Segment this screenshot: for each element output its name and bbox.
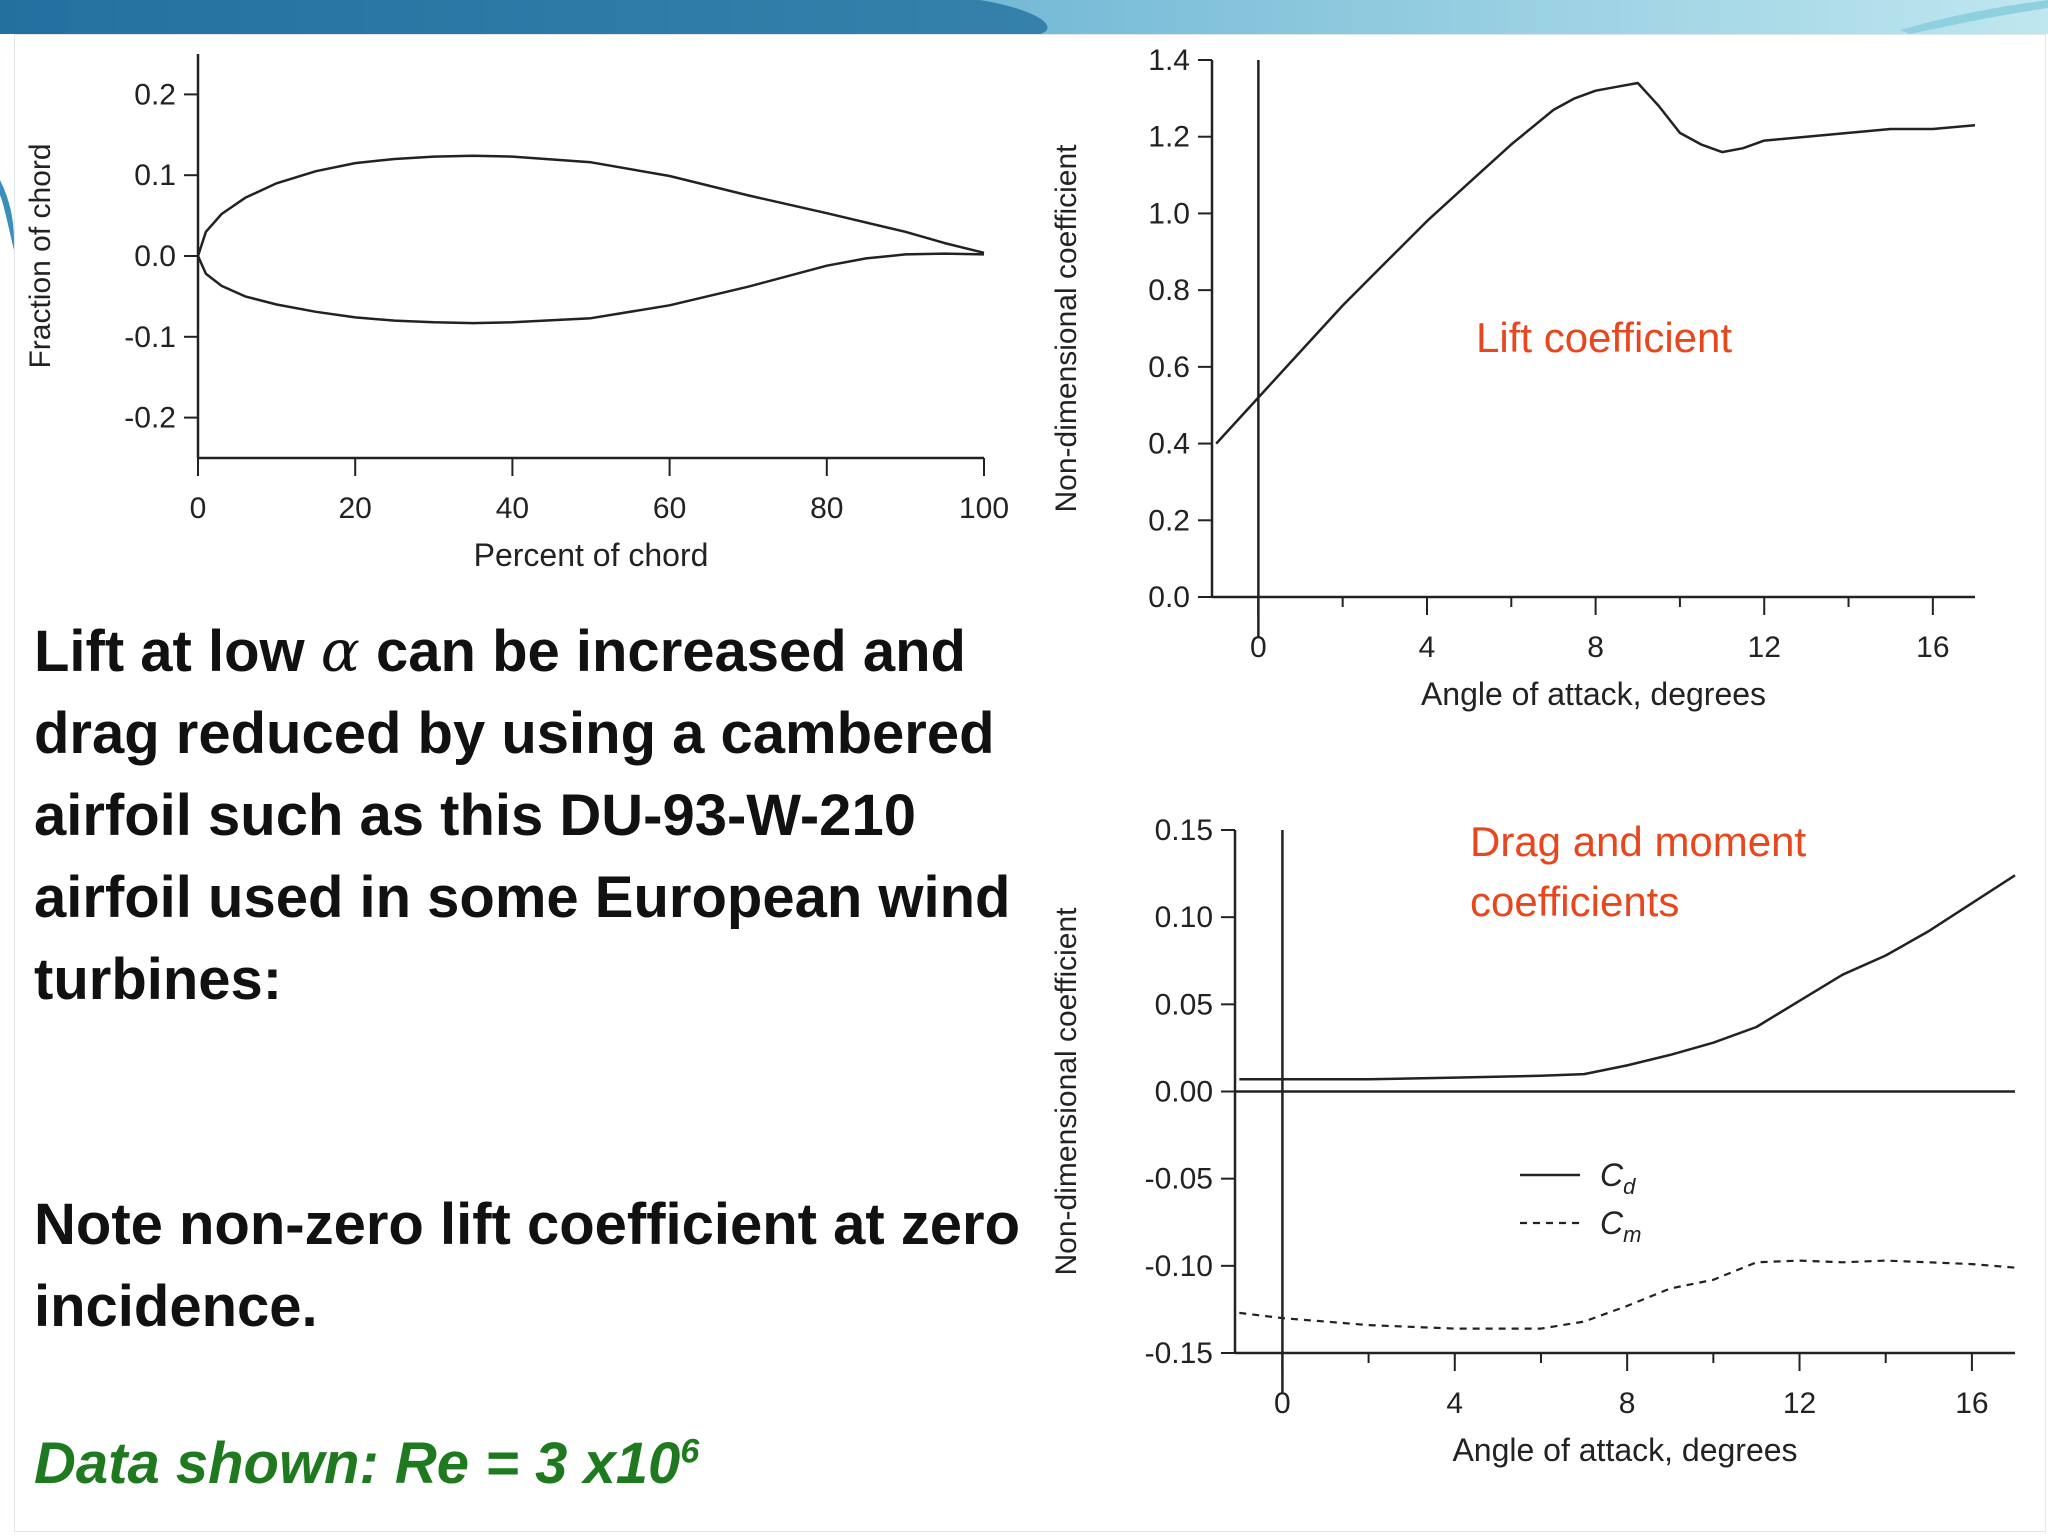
x-axis-label: Percent of chord: [474, 537, 709, 573]
data-note: Data shown: Re = 3 x106: [34, 1430, 1034, 1497]
x-tick-label: 80: [810, 492, 843, 525]
chart-annotation-line: Drag and moment: [1470, 818, 1806, 865]
legend-label-subscript: d: [1623, 1174, 1636, 1199]
legend-label-symbol: C: [1600, 1205, 1624, 1241]
alpha-symbol: α: [320, 617, 360, 685]
x-tick-label: 100: [959, 492, 1009, 525]
corner-swoosh: [1900, 0, 2048, 34]
y-tick-label: 0.2: [134, 78, 176, 111]
x-tick-label: 20: [339, 492, 372, 525]
y-axis-label: Fraction of chord: [24, 143, 57, 368]
x-tick-label: 0: [1274, 1387, 1291, 1420]
data-note-text: Data shown: Re = 3 x10: [34, 1431, 681, 1496]
y-tick-label: -0.2: [124, 402, 176, 435]
chart-annotation-line: coefficients: [1470, 878, 1679, 925]
y-tick-label: -0.15: [1145, 1337, 1213, 1370]
y-tick-label: 0.15: [1155, 814, 1213, 847]
chart-annotation-line: Lift coefficient: [1476, 314, 1732, 361]
paragraph1-before: Lift at low: [34, 619, 321, 684]
y-tick-label: 0.0: [1148, 581, 1190, 614]
drag-moment-chart: 0.15 0.10 0.05 0.00 -0.05 -0.10 -0.15 0 4 8 12 16 An…: [1050, 814, 2016, 1468]
x-tick-label: 12: [1748, 631, 1781, 664]
body-paragraph-1: Lift at low α can be increased and drag …: [34, 610, 1034, 1021]
x-tick-label: 60: [653, 492, 686, 525]
series-line-c-d: [1239, 874, 2016, 1081]
y-tick-label: 1.4: [1148, 44, 1190, 77]
y-tick-label: 0.6: [1148, 351, 1190, 384]
x-axis-label: Angle of attack, degrees: [1421, 676, 1766, 712]
series-line-2: [196, 252, 985, 325]
y-tick-label: 0.4: [1148, 428, 1190, 461]
series-line-1: [1215, 81, 1976, 445]
x-axis-label: Angle of attack, degrees: [1452, 1432, 1797, 1468]
series-line-c-m: [1239, 1259, 2016, 1330]
y-tick-label: 0.0: [134, 240, 176, 273]
x-tick-label: 16: [1955, 1387, 1988, 1420]
airfoil-chart: 0.2 0.1 0.0 -0.1 -0.2 0 20 40 60 80 100 Percent of …: [24, 54, 1009, 573]
y-tick-label: 0.2: [1148, 504, 1190, 537]
x-tick-label: 8: [1587, 631, 1604, 664]
paragraph1-after: can be increased and drag reduced by usi…: [34, 619, 1011, 1012]
x-tick-label: 40: [496, 492, 529, 525]
lift-coefficient-chart: 1.4 1.2 1.0 0.8 0.6 0.4 0.2 0.0 0 4 8 12 16 Angle of …: [1050, 44, 1976, 712]
y-tick-label: -0.05: [1145, 1163, 1213, 1196]
y-tick-label: 0.00: [1155, 1076, 1213, 1109]
legend-label: Cd: [1600, 1157, 1636, 1199]
y-tick-label: 1.0: [1148, 197, 1190, 230]
x-tick-label: 8: [1619, 1387, 1636, 1420]
x-tick-label: 16: [1916, 631, 1949, 664]
legend-label-subscript: m: [1623, 1222, 1641, 1247]
y-tick-label: -0.10: [1145, 1250, 1213, 1283]
y-axis-label: Non-dimensional coefficient: [1050, 144, 1083, 513]
x-tick-label: 4: [1446, 1387, 1463, 1420]
left-swoosh: [0, 180, 14, 250]
top-banner-swoosh: [0, 0, 1048, 34]
series-line-1: [196, 154, 985, 257]
x-tick-label: 4: [1419, 631, 1436, 664]
legend-label-symbol: C: [1600, 1157, 1624, 1193]
x-tick-label: 0: [190, 492, 207, 525]
body-paragraph-2: Note non-zero lift coefficient at zero i…: [34, 1184, 1034, 1348]
x-tick-label: 0: [1250, 631, 1267, 664]
paragraph2-text: Note non-zero lift coefficient at zero i…: [34, 1192, 1021, 1339]
y-tick-label: 1.2: [1148, 121, 1190, 154]
y-axis-label: Non-dimensional coefficient: [1050, 907, 1083, 1276]
legend-label: Cm: [1600, 1205, 1641, 1247]
y-tick-label: 0.05: [1155, 988, 1213, 1021]
slide-background: [14, 34, 2046, 1532]
x-tick-label: 12: [1783, 1387, 1816, 1420]
y-tick-label: 0.8: [1148, 274, 1190, 307]
data-note-exponent: 6: [680, 1432, 700, 1471]
y-tick-label: -0.1: [124, 321, 176, 354]
y-tick-label: 0.10: [1155, 901, 1213, 934]
y-tick-label: 0.1: [134, 159, 176, 192]
